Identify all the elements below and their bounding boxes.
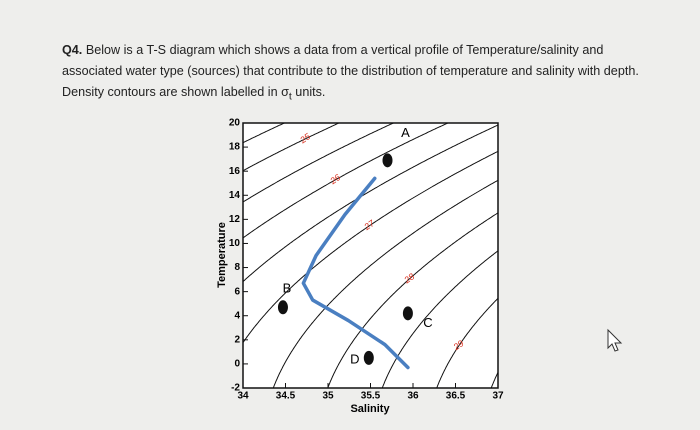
water-type-label: C — [423, 315, 432, 330]
density-contour — [201, 3, 541, 137]
y-tick-label: 2 — [234, 334, 240, 345]
profile-line — [301, 176, 410, 370]
y-tick-label: 4 — [234, 310, 240, 321]
density-contour — [436, 297, 498, 388]
y-axis-label: Temperature — [216, 222, 228, 288]
x-tick-label: 36.5 — [446, 391, 466, 402]
x-axis-label: Salinity — [350, 403, 390, 415]
question-end: units. — [291, 85, 326, 99]
y-tick-label: 18 — [229, 142, 241, 153]
x-tick-label: 34.5 — [276, 391, 296, 402]
y-tick-label: -2 — [231, 383, 240, 394]
density-contour — [243, 150, 498, 344]
density-contour — [381, 250, 498, 388]
x-tick-label: 37 — [492, 391, 504, 402]
water-type-label: A — [401, 125, 410, 140]
question: Q4. Below is a T-S diagram which shows a… — [62, 40, 642, 108]
density-contour — [243, 123, 341, 172]
density-contour — [243, 123, 450, 239]
water-type-point — [382, 153, 393, 168]
x-tick-label: 35 — [322, 391, 334, 402]
density-contour — [243, 123, 286, 144]
water-type-label: D — [350, 351, 359, 366]
water-type-label: B — [283, 281, 292, 296]
density-contour — [243, 124, 498, 283]
water-type-point — [277, 300, 288, 315]
density-contour — [243, 123, 395, 203]
cursor — [607, 328, 623, 352]
question-text: Below is a T-S diagram which shows a dat… — [62, 43, 639, 99]
water-type-point — [363, 350, 374, 365]
density-contour — [327, 212, 498, 388]
y-tick-label: 12 — [229, 214, 241, 225]
water-type-point — [402, 306, 413, 321]
y-tick-label: 14 — [229, 190, 241, 201]
y-tick-label: 8 — [234, 262, 240, 273]
x-tick-label: 35.5 — [361, 391, 381, 402]
y-tick-label: 16 — [229, 166, 241, 177]
y-tick-label: 6 — [234, 286, 240, 297]
plot-frame — [242, 122, 499, 389]
contours — [201, 3, 541, 388]
y-tick-label: 0 — [234, 359, 240, 370]
question-number: Q4. — [62, 43, 83, 57]
y-tick-label: 10 — [229, 238, 241, 249]
density-contour — [272, 179, 498, 388]
x-tick-label: 34 — [237, 391, 249, 402]
y-tick-label: 20 — [229, 118, 241, 129]
x-tick-label: 36 — [407, 391, 419, 402]
question-subscript: t — [288, 90, 292, 103]
